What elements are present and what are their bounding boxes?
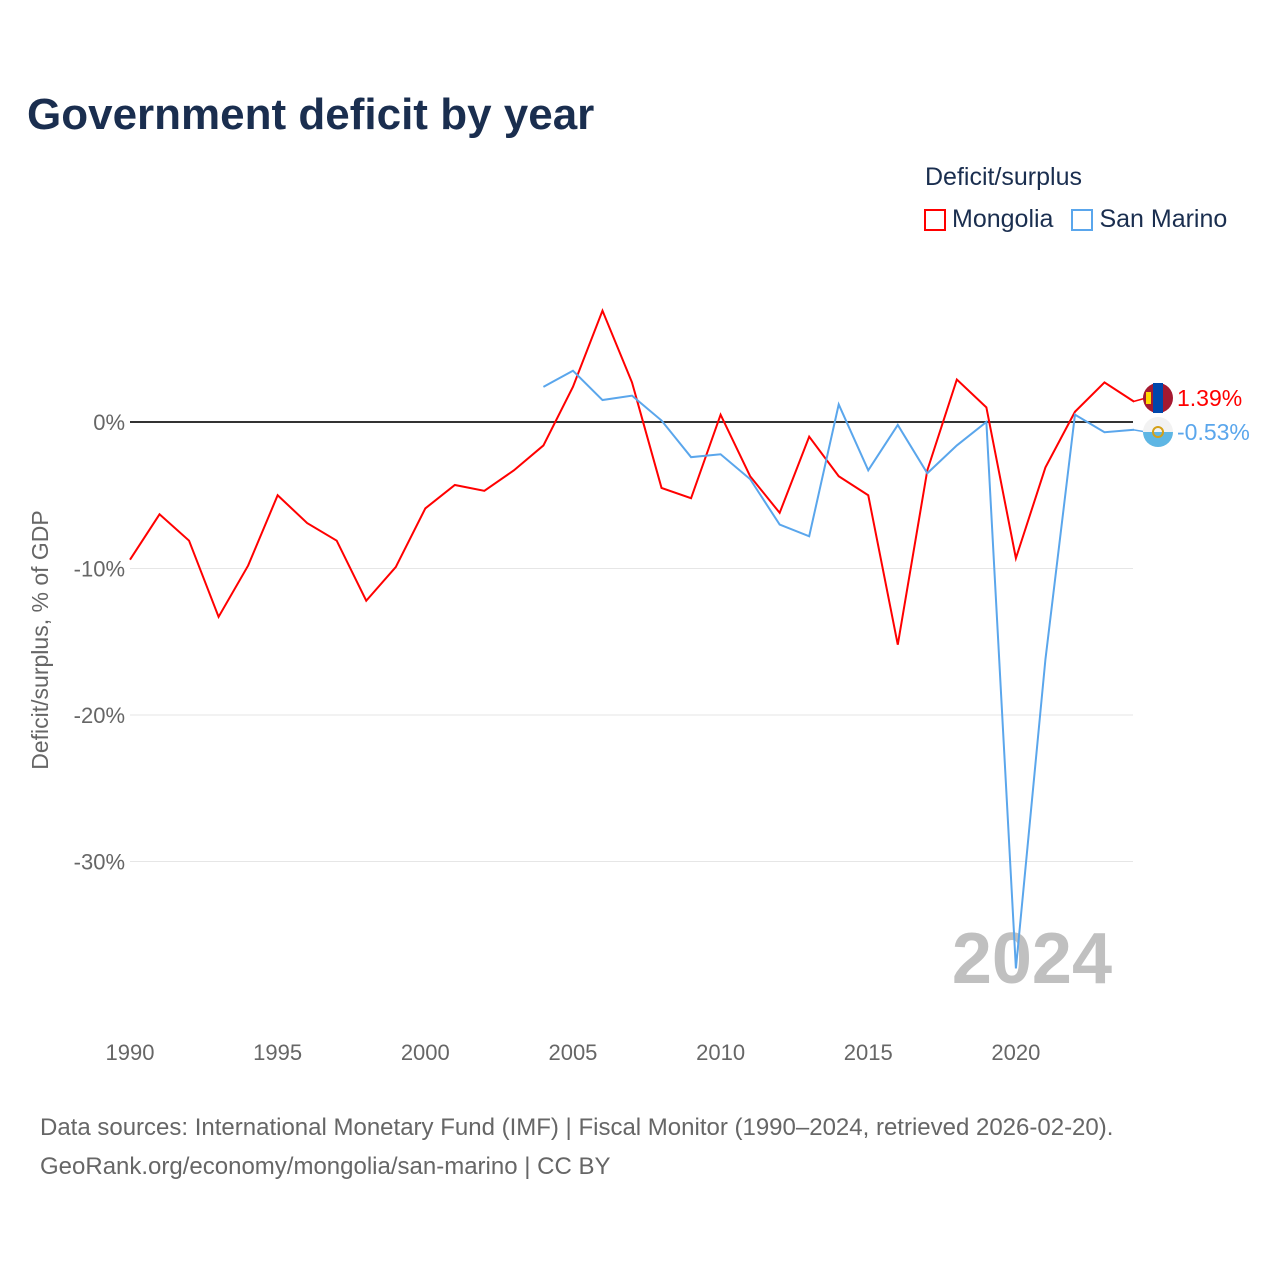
x-tick-label: 1995 xyxy=(253,1040,302,1065)
x-tick-label: 2010 xyxy=(696,1040,745,1065)
flag-stripe xyxy=(1153,383,1163,413)
y-tick-label: -10% xyxy=(74,557,125,582)
x-tick-label: 1990 xyxy=(106,1040,155,1065)
legend-item-mongolia[interactable]: Mongolia xyxy=(924,205,1053,234)
y-axis-label: Deficit/surplus, % of GDP xyxy=(27,510,53,769)
y-tick-label: -20% xyxy=(74,703,125,728)
page-title: Government deficit by year xyxy=(27,90,595,139)
legend-label: San Marino xyxy=(1099,205,1228,233)
end-value-label: 1.39% xyxy=(1177,385,1242,411)
y-tick-label: -30% xyxy=(74,850,125,875)
series-line-mongolia xyxy=(129,307,1135,645)
x-tick-label: 2020 xyxy=(991,1040,1040,1065)
x-tick-label: 2005 xyxy=(548,1040,597,1065)
legend-label: Mongolia xyxy=(952,205,1054,233)
legend-item-san-marino[interactable]: San Marino xyxy=(1071,205,1227,234)
legend-title: Deficit/surplus xyxy=(925,163,1082,191)
source-note: Data sources: International Monetary Fun… xyxy=(40,1108,1113,1186)
flag-soyombo xyxy=(1146,392,1151,404)
end-value-label: -0.53% xyxy=(1177,419,1250,445)
source-link[interactable]: GeoRank.org/economy/mongolia/san-marino … xyxy=(40,1153,611,1180)
series-line-san-marino xyxy=(542,369,1135,969)
legend: Mongolia San Marino xyxy=(924,205,1227,234)
x-tick-label: 2000 xyxy=(401,1040,450,1065)
legend-swatch xyxy=(1071,208,1094,231)
legend-swatch xyxy=(924,208,946,231)
y-tick-label: 0% xyxy=(93,410,125,435)
x-tick-label: 2015 xyxy=(844,1040,893,1065)
source-line: Data sources: International Monetary Fun… xyxy=(40,1114,1114,1141)
flag-emblem xyxy=(1152,426,1164,438)
year-watermark: 2024 xyxy=(952,919,1112,999)
flag-lower-half xyxy=(1143,432,1173,447)
